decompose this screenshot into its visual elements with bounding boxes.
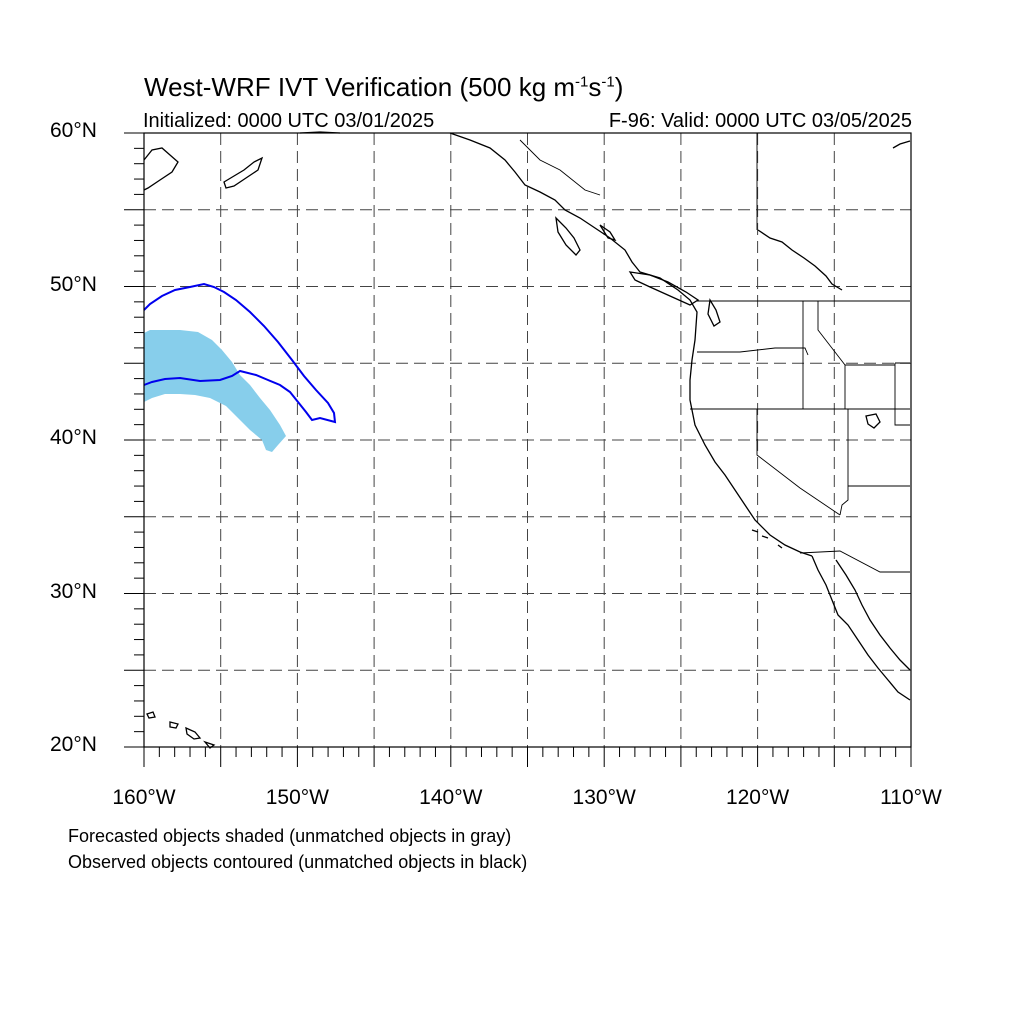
california-channel-islands	[751, 529, 783, 549]
us-mexico-border	[799, 550, 910, 573]
latitude-label: 20°N	[50, 733, 97, 756]
wa-or-border	[697, 347, 809, 356]
footnote-observed: Observed objects contoured (unmatched ob…	[68, 852, 528, 872]
alaska-peninsula-islands	[223, 156, 264, 189]
puget-sound	[707, 298, 721, 327]
latitude-label: 50°N	[50, 272, 97, 296]
nv-az-border	[839, 409, 849, 516]
canada-bc-islands	[555, 216, 617, 256]
longitude-label: 150°W	[265, 786, 330, 809]
id-border	[802, 301, 846, 409]
longitude-label: 120°W	[725, 786, 790, 809]
gulf-of-california-coast	[835, 559, 911, 671]
wy-border	[894, 362, 910, 426]
graticule	[144, 133, 911, 747]
initialized-time: Initialized: 0000 UTC 03/01/2025	[143, 110, 435, 132]
longitude-label: 130°W	[572, 786, 636, 809]
latitude-label: 40°N	[50, 426, 97, 449]
longitude-label: 110°W	[880, 786, 942, 809]
observed-object-contour	[143, 282, 337, 424]
east-coast-northeast	[892, 140, 911, 149]
gulf-of-alaska-coast	[299, 131, 813, 557]
footnote-forecast: Forecasted objects shaded (unmatched obj…	[68, 826, 512, 846]
forecast-object-shaded	[144, 330, 286, 452]
nv-ca-border	[756, 409, 841, 516]
longitude-label: 160°W	[112, 786, 176, 809]
vancouver-island	[628, 271, 700, 306]
valid-time: F-96: Valid: 0000 UTC 03/05/2025	[608, 110, 912, 132]
alaska-canada-border	[519, 139, 601, 196]
latitude-label: 60°N	[50, 119, 97, 142]
political-borders	[519, 133, 910, 573]
baja-coast	[811, 555, 911, 701]
hawaii-islands	[146, 711, 216, 749]
great-salt-lake	[865, 413, 881, 429]
latitude-label: 30°N	[50, 579, 97, 603]
canada-interior-coast	[757, 229, 843, 291]
longitude-label: 140°W	[419, 786, 483, 809]
axis-ticks	[124, 132, 912, 767]
alaska-coast	[143, 147, 179, 191]
figure-title: West-WRF IVT Verification (500 kg m-1s-1…	[144, 72, 624, 102]
